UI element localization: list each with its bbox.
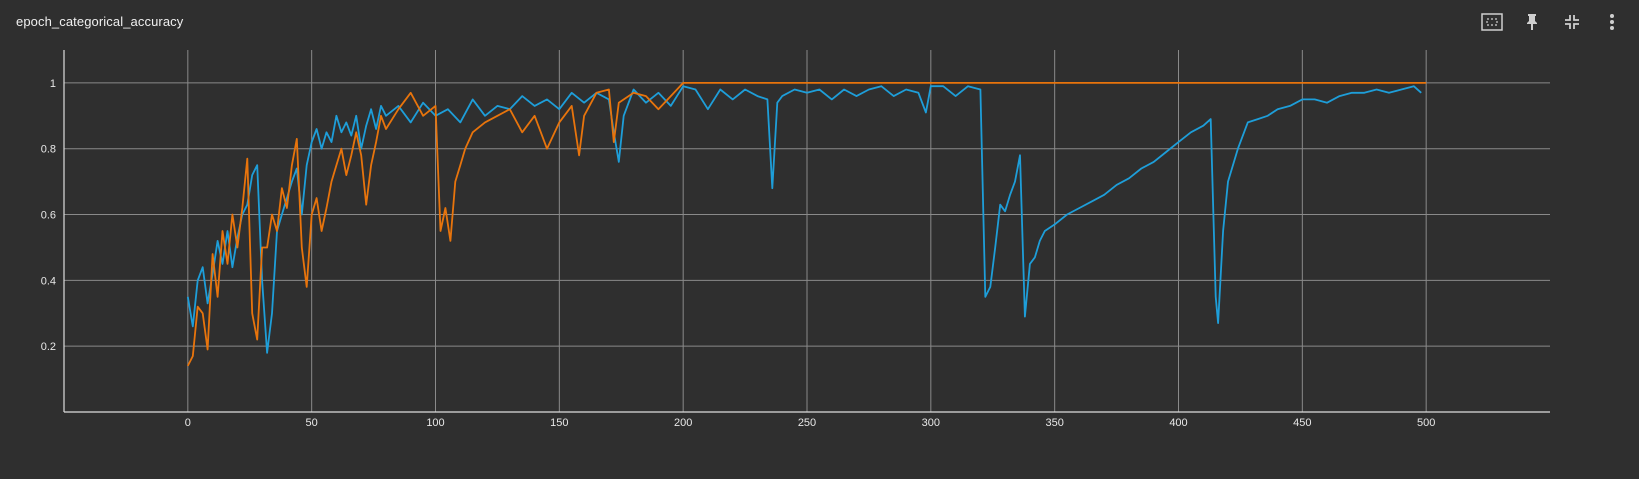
x-tick-label: 150 [550, 417, 568, 429]
x-tick-label: 100 [426, 417, 444, 429]
y-tick-label: 0.2 [41, 341, 56, 353]
y-tick-label: 0.6 [41, 210, 56, 222]
x-tick-label: 50 [306, 417, 318, 429]
series-group [186, 82, 1427, 367]
grid [64, 50, 1550, 412]
x-tick-label: 350 [1045, 417, 1063, 429]
x-tick-label: 0 [185, 417, 191, 429]
x-tick-label: 200 [674, 417, 692, 429]
fit-domain-button[interactable] [1479, 10, 1505, 34]
more-button[interactable] [1599, 10, 1625, 34]
pin-icon [1527, 14, 1537, 30]
chart-toolbar [1479, 10, 1625, 34]
x-tick-label: 250 [798, 417, 816, 429]
y-tick-label: 1 [50, 78, 56, 90]
chart-title: epoch_categorical_accuracy [16, 14, 184, 29]
x-tick-label: 450 [1293, 417, 1311, 429]
x-tick-label: 500 [1417, 417, 1435, 429]
y-tick-label: 0.4 [41, 275, 56, 287]
series-line-2[interactable] [186, 82, 1427, 367]
tick-labels: 0 50 100 150 200 250 300 350 400 450 500 0.2 0.4 0.6 0… [41, 78, 1436, 429]
axes [63, 50, 1550, 413]
collapse-button[interactable] [1559, 10, 1585, 34]
x-tick-label: 400 [1169, 417, 1187, 429]
pin-button[interactable] [1519, 10, 1545, 34]
y-tick-label: 0.8 [41, 144, 56, 156]
more-vert-icon [1610, 14, 1614, 30]
collapse-icon [1565, 15, 1579, 29]
x-tick-label: 300 [922, 417, 940, 429]
fit-domain-icon [1481, 13, 1503, 31]
series-line-1[interactable] [186, 85, 1422, 354]
